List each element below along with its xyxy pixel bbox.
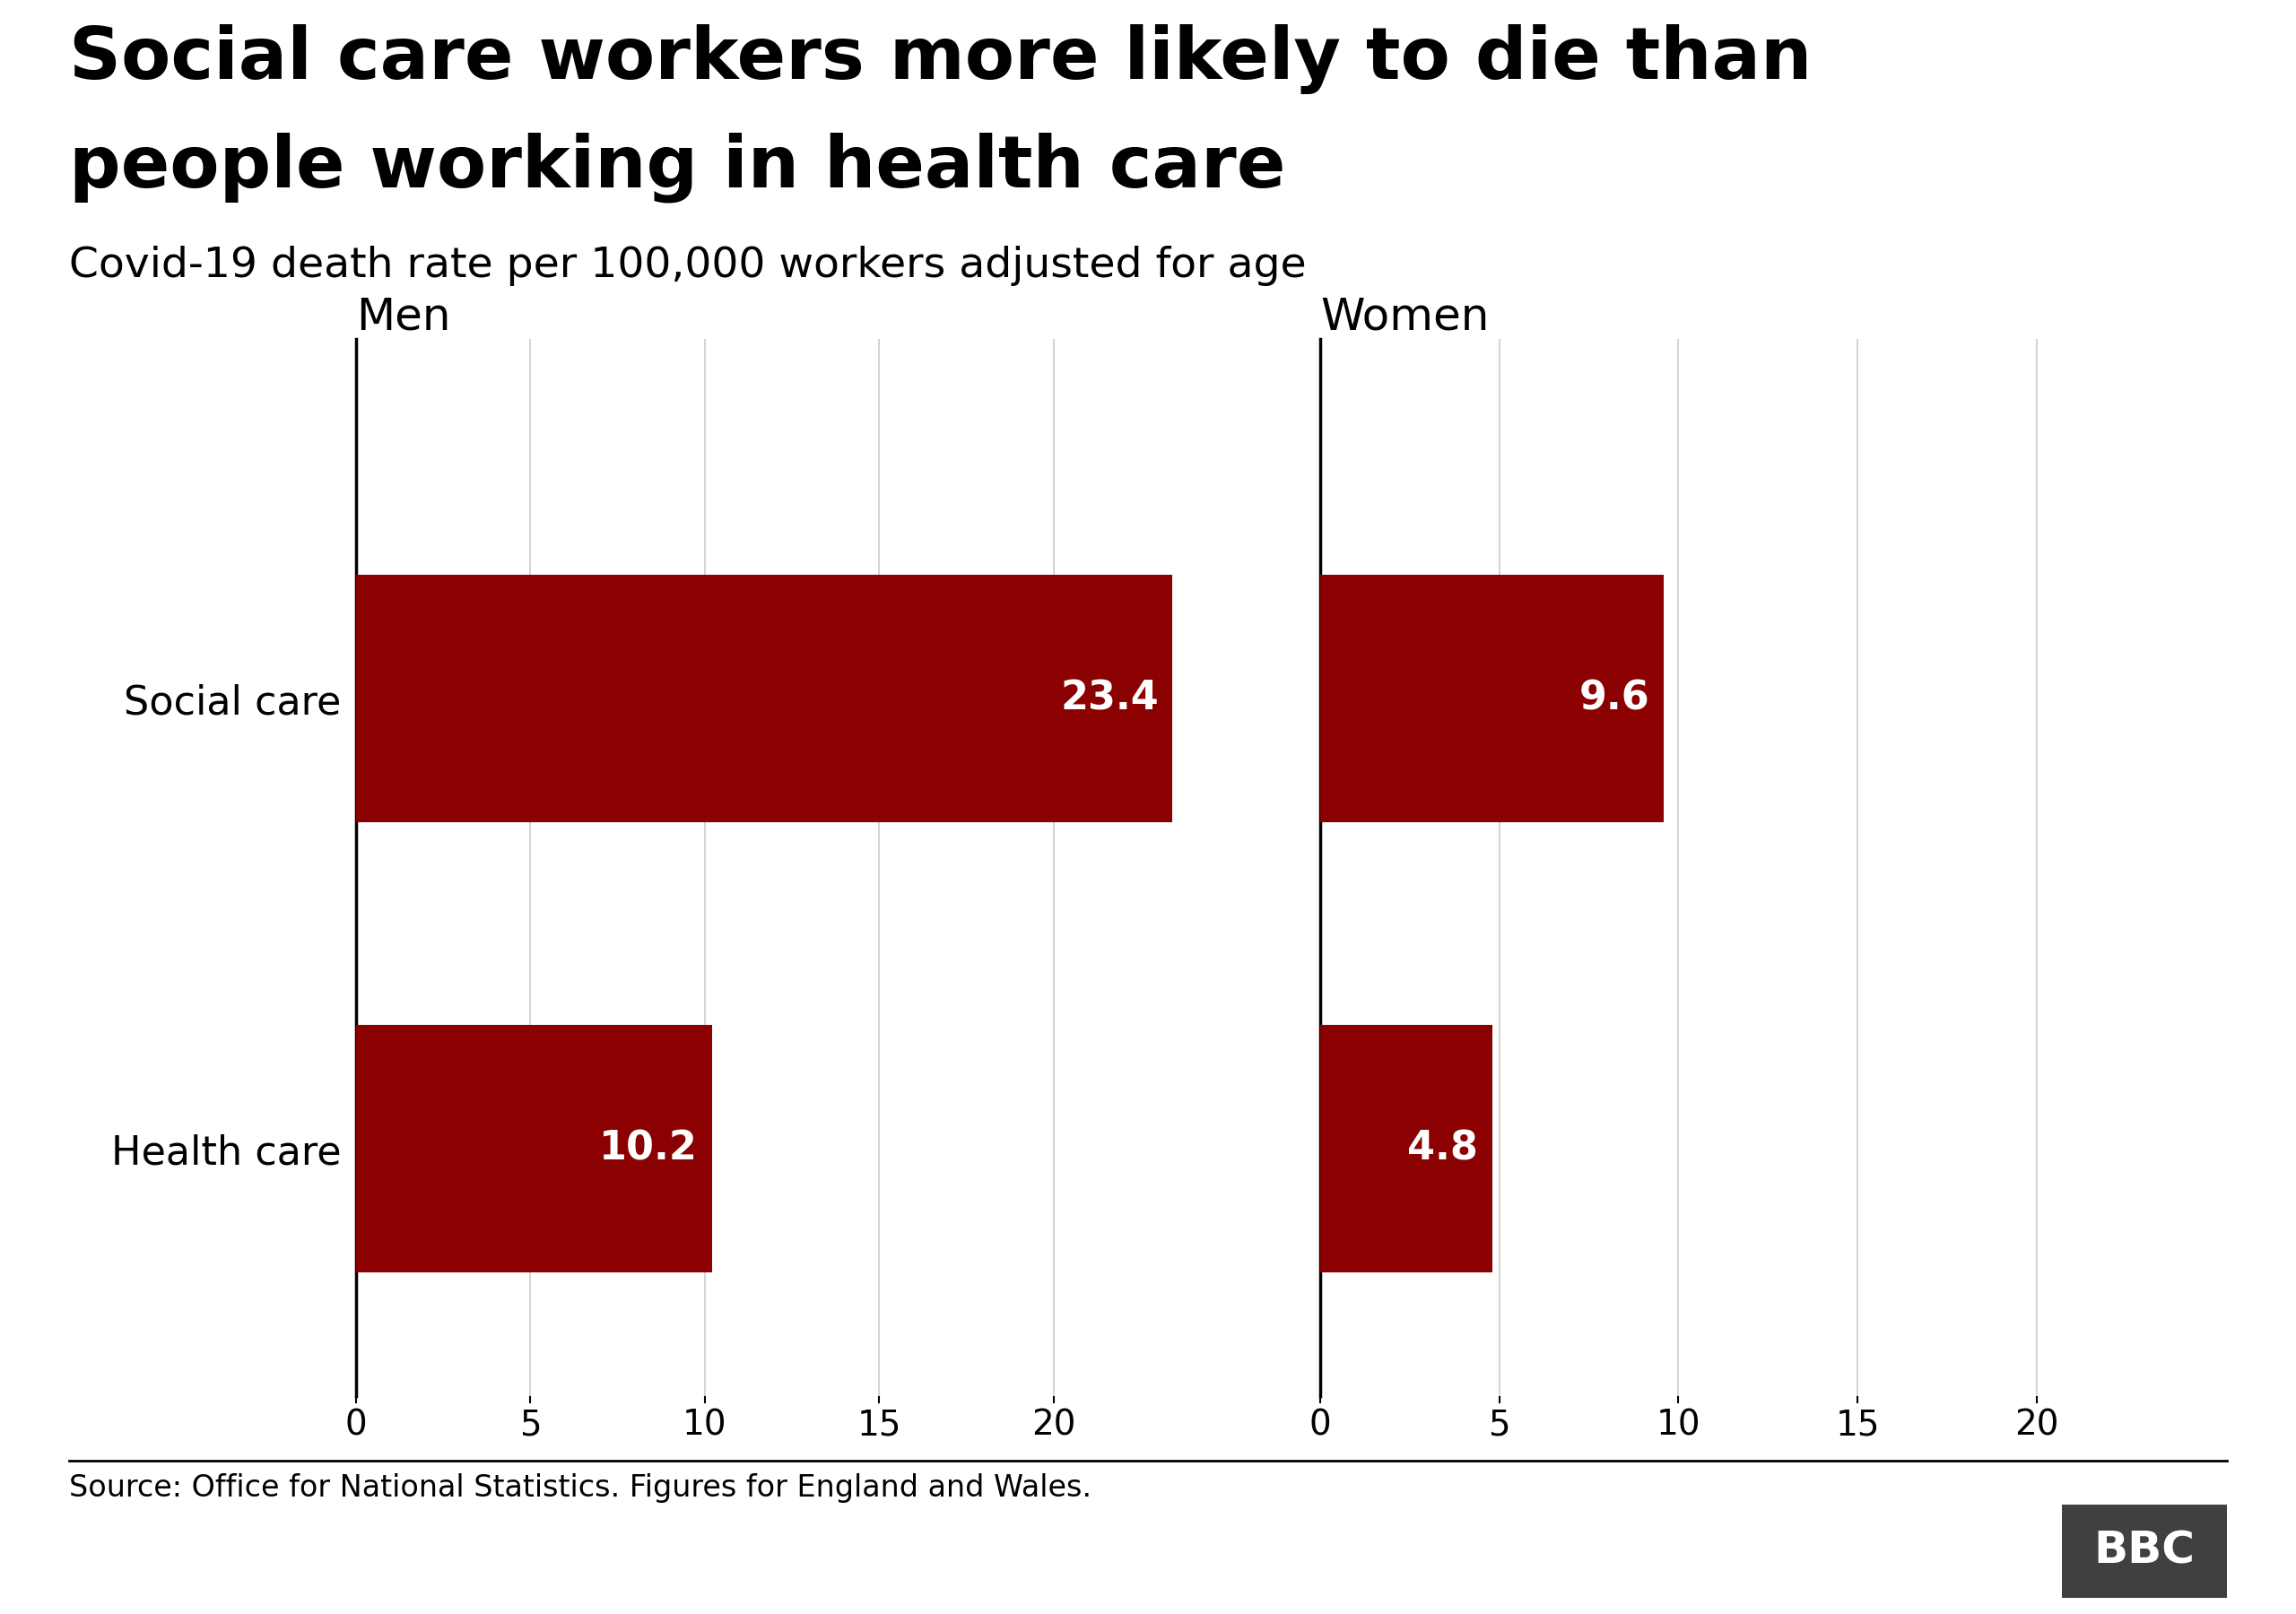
- Text: 10.2: 10.2: [599, 1130, 698, 1169]
- Text: Social care workers more likely to die than: Social care workers more likely to die t…: [69, 24, 1812, 94]
- Text: BBC: BBC: [2094, 1530, 2195, 1572]
- Text: people working in health care: people working in health care: [69, 132, 1286, 203]
- Text: Source: Office for National Statistics. Figures for England and Wales.: Source: Office for National Statistics. …: [69, 1474, 1091, 1503]
- Text: Men: Men: [356, 295, 450, 339]
- Text: Women: Women: [1320, 295, 1490, 339]
- Text: 23.4: 23.4: [1061, 679, 1159, 718]
- Bar: [356, 1025, 712, 1272]
- Text: 4.8: 4.8: [1407, 1130, 1479, 1169]
- Text: 9.6: 9.6: [1580, 679, 1651, 718]
- Bar: [1320, 575, 1665, 823]
- Text: Covid-19 death rate per 100,000 workers adjusted for age: Covid-19 death rate per 100,000 workers …: [69, 245, 1306, 286]
- Bar: [1320, 1025, 1492, 1272]
- Bar: [356, 575, 1173, 823]
